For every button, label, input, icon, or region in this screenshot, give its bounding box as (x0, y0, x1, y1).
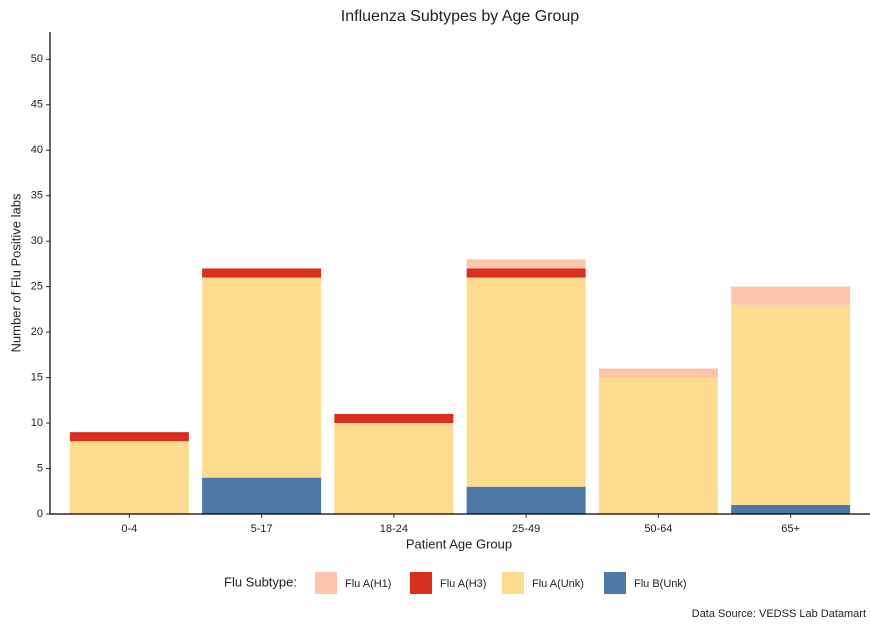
legend-swatch (315, 572, 337, 594)
x-tick-label: 5-17 (251, 523, 273, 535)
x-tick-label: 65+ (781, 523, 800, 535)
bar-segment (731, 504, 851, 514)
x-tick-label: 25-49 (512, 523, 540, 535)
legend-swatch (502, 572, 524, 594)
caption: Data Source: VEDSS Lab Datamart (692, 608, 866, 620)
y-tick-label: 20 (31, 326, 43, 338)
y-tick-label: 30 (31, 235, 43, 247)
y-tick-label: 5 (37, 462, 43, 474)
legend-label: Flu B(Unk) (634, 578, 687, 590)
y-tick-label: 40 (31, 144, 43, 156)
bar-segment (466, 486, 586, 514)
legend-label: Flu A(H3) (440, 578, 486, 590)
bar-segment (334, 423, 454, 514)
bar-segment (466, 268, 586, 278)
bar-segment (334, 413, 454, 424)
y-tick-label: 25 (31, 281, 43, 293)
bar-segment (731, 286, 851, 305)
x-tick-label: 0-4 (121, 523, 137, 535)
bar-segment (466, 277, 586, 487)
y-tick-label: 50 (31, 53, 43, 65)
bar-segment (69, 441, 189, 514)
bar-segment (598, 377, 718, 514)
y-tick-label: 45 (31, 99, 43, 111)
y-axis-title: Number of Flu Positive labs (8, 193, 23, 352)
y-tick-label: 15 (31, 371, 43, 383)
x-tick-label: 50-64 (644, 523, 672, 535)
legend-label: Flu A(H1) (345, 578, 391, 590)
bar-segment (202, 277, 322, 478)
legend-title: Flu Subtype: (224, 574, 297, 589)
chart-title: Influenza Subtypes by Age Group (341, 8, 579, 25)
bar-segment (69, 432, 189, 442)
x-tick-label: 18-24 (380, 523, 408, 535)
bar-segment (598, 368, 718, 378)
legend-label: Flu A(Unk) (532, 578, 584, 590)
bar-segment (466, 259, 586, 269)
legend-swatch (410, 572, 432, 594)
y-tick-label: 10 (31, 417, 43, 429)
bar-segment (202, 477, 322, 514)
y-tick-label: 35 (31, 190, 43, 202)
bar-segment (731, 304, 851, 505)
x-axis-title: Patient Age Group (406, 536, 512, 551)
y-tick-label: 0 (37, 508, 43, 520)
legend-swatch (604, 572, 626, 594)
bar-segment (202, 268, 322, 278)
